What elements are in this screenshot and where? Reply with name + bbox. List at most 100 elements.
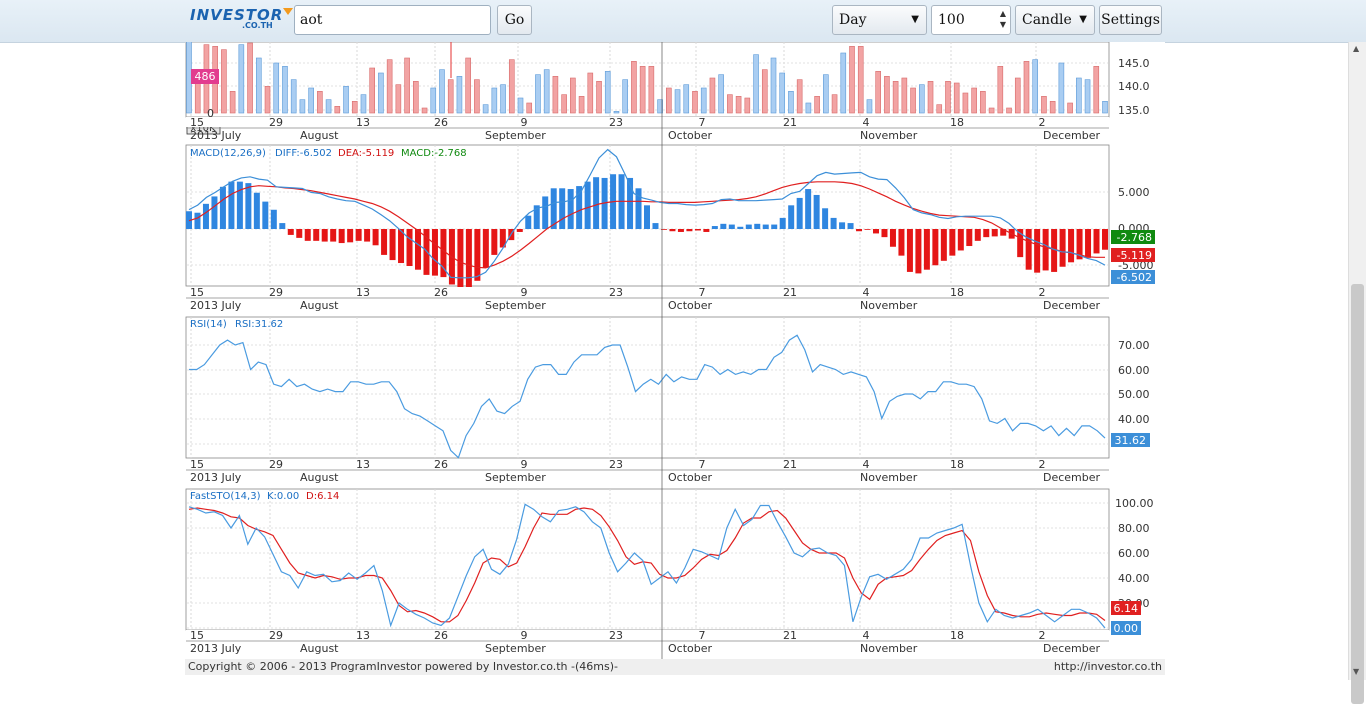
bar-count-stepper[interactable]: 100 ▲ ▼ [931,5,1011,35]
macd-diff-label: DIFF:-6.502 [275,148,332,159]
macd-bar [262,201,269,229]
sto-title: FastSTO(14,3) [190,491,261,502]
sto-d-badge-text: 6.14 [1114,602,1139,615]
volume-bar [980,91,986,114]
chart-area[interactable]: 486 0 x10K 145.0 140.0 135.0 15 29 13 26 9 23… [0,26,1348,663]
macd-bar [245,183,252,229]
day-tick-label: 2 [1039,116,1046,129]
month-label: September [485,471,546,484]
macd-bar [788,205,795,229]
diff-badge-text: -6.502 [1117,271,1152,284]
volume-bar [491,87,498,114]
rsi-badge [1111,433,1150,447]
day-tick-label: 26 [434,286,448,299]
month-label: 2013 July [190,642,242,655]
macd-badge-text: -2.768 [1117,231,1152,244]
macd-bar [856,229,863,232]
macd-bar [847,223,854,229]
rsi-tick: 70.00 [1118,339,1150,352]
chevron-down-icon: ▼ [1079,14,1087,25]
symbol-search-input[interactable]: aot [294,5,491,35]
macd-bar [1017,229,1024,258]
volume-bar [831,94,838,114]
volume-bar [875,71,881,114]
month-label: 2013 July [190,471,242,484]
sto-tick: 40.00 [1118,572,1150,585]
volume-bar [648,66,655,114]
macd-bar [677,229,684,232]
volume-bar [744,97,751,114]
macd-bar [1051,229,1058,272]
go-button[interactable]: Go [497,5,532,35]
rsi-tick: 60.00 [1118,364,1150,377]
chart-type-select[interactable]: Candle ▼ [1015,5,1095,35]
sto-d-badge [1111,601,1141,615]
volume-value-label: 486 [195,70,216,83]
macd-bar [381,229,388,255]
macd-bar [474,229,481,281]
month-label: September [485,299,546,312]
volume-bar [997,66,1004,114]
chart-type-value: Candle [1022,12,1072,28]
page-scrollbar[interactable]: ▲ ▼ [1348,42,1366,704]
scroll-up-arrow-icon[interactable]: ▲ [1353,44,1360,53]
macd-bar [660,229,667,230]
macd-bar [321,229,328,242]
macd-bar [644,205,650,229]
bar-count-value: 100 [938,12,965,28]
volume-bar [892,81,899,114]
period-select-value: Day [839,12,867,28]
day-tick-label: 4 [863,629,870,642]
volume-zero-label: 0 [207,107,214,120]
period-select[interactable]: Day ▼ [832,5,927,35]
month-label: October [668,471,712,484]
volume-bar [936,104,943,114]
scroll-down-arrow-icon[interactable]: ▼ [1353,667,1360,676]
volume-bar [229,91,236,114]
investor-logo[interactable]: INVESTOR .CO.TH [190,6,293,34]
day-tick-label: 18 [950,286,964,299]
volume-bar [770,57,777,114]
macd-bar [822,208,829,229]
macd-bar [533,205,540,229]
day-tick-label: 21 [783,116,797,129]
volume-bar [273,62,280,114]
month-label: November [860,129,918,142]
stock-chart-svg[interactable]: 486 0 x10K 145.0 140.0 135.0 15 29 13 26 9 23… [0,26,1348,659]
volume-bar [421,107,428,114]
day-tick-label: 13 [356,629,370,642]
macd-bar [372,229,379,246]
macd-bar [415,229,421,270]
macd-bar [211,196,218,229]
settings-button[interactable]: Settings [1099,5,1162,35]
macd-bar [686,229,693,232]
volume-bar [500,84,506,114]
macd-bar [779,217,786,229]
macd-bar [949,229,956,256]
macd-bar [669,229,676,232]
macd-bar [771,224,778,229]
macd-bar [728,224,735,229]
month-label: December [1043,299,1101,312]
volume-bar [535,74,541,114]
diff-badge [1111,270,1155,284]
volume-bar [796,79,803,114]
day-tick-label: 18 [950,458,964,471]
volume-bar [255,57,262,114]
macd-title: MACD(12,26,9) [190,148,266,159]
day-tick-label: 23 [609,629,623,642]
volume-bar [962,92,969,114]
volume-bar [639,66,646,114]
volume-bar [1023,61,1030,114]
footer-url[interactable]: http://investor.co.th [1053,660,1162,673]
macd-bar [745,224,752,229]
scrollbar-thumb[interactable] [1351,284,1364,704]
dea-badge [1111,248,1155,262]
stepper-arrows-icon[interactable]: ▲ ▼ [999,9,1006,29]
macd-bar [974,229,981,241]
volume-bar [910,87,916,114]
macd-bar [364,229,371,242]
macd-bar [796,197,803,229]
volume-bar [971,87,977,114]
macd-bar [889,229,896,247]
